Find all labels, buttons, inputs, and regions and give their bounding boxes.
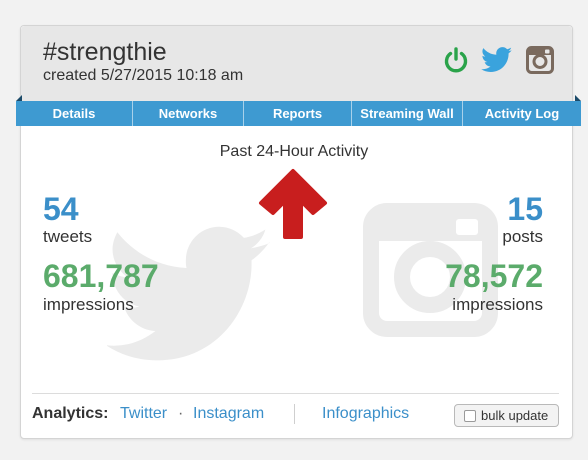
instagram-impressions-label: impressions xyxy=(452,295,543,314)
campaign-title: #strengthie xyxy=(43,38,167,66)
link-separator: · xyxy=(178,405,184,422)
analytics-twitter-link[interactable]: Twitter xyxy=(120,405,168,422)
instagram-watermark-icon xyxy=(363,203,498,337)
tab-activity-log[interactable]: Activity Log xyxy=(484,106,560,121)
instagram-impressions: 78,572 xyxy=(445,258,543,294)
tab-networks[interactable]: Networks xyxy=(133,101,244,126)
created-timestamp: created 5/27/2015 10:18 am xyxy=(43,67,244,84)
twitter-icon[interactable] xyxy=(481,47,513,73)
analytics-label: Analytics: xyxy=(32,405,109,422)
tweets-label: tweets xyxy=(43,227,93,246)
card-header: #strengthie created 5/27/2015 10:18 am xyxy=(21,26,572,101)
bulk-update-button[interactable]: bulk update xyxy=(454,404,559,427)
tab-bar-fold-right xyxy=(575,95,581,101)
tab-bar-fold-left xyxy=(16,95,22,101)
twitter-impressions-label: impressions xyxy=(43,295,134,314)
bulk-update-label: bulk update xyxy=(481,408,549,423)
tab-details[interactable]: Details xyxy=(16,101,133,126)
infographics-link[interactable]: Infographics xyxy=(322,405,410,422)
posts-label: posts xyxy=(502,227,543,246)
footer-separator xyxy=(294,404,295,424)
tab-bar: Details Networks Reports Streaming Wall … xyxy=(16,101,581,126)
tab-reports[interactable]: Reports xyxy=(244,101,352,126)
twitter-impressions: 681,787 xyxy=(43,258,159,294)
arrow-up-icon xyxy=(259,169,327,239)
analytics-instagram-link[interactable]: Instagram xyxy=(193,405,265,422)
instagram-icon[interactable] xyxy=(526,46,554,74)
twitter-watermark-icon xyxy=(107,226,271,361)
tweets-count: 54 xyxy=(43,191,79,227)
power-icon[interactable] xyxy=(442,46,470,74)
footer-divider xyxy=(32,393,559,394)
posts-count: 15 xyxy=(507,191,543,227)
tab-streaming-wall[interactable]: Streaming Wall xyxy=(352,101,463,126)
activity-title: Past 24-Hour Activity xyxy=(219,143,369,160)
bulk-update-checkbox[interactable] xyxy=(464,410,476,422)
